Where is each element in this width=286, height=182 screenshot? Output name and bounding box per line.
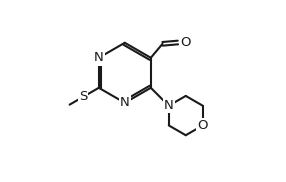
Text: S: S: [79, 90, 87, 103]
Text: N: N: [94, 51, 104, 64]
Text: N: N: [120, 96, 130, 109]
Text: O: O: [180, 36, 190, 49]
Text: O: O: [198, 119, 208, 132]
Text: N: N: [164, 99, 174, 112]
